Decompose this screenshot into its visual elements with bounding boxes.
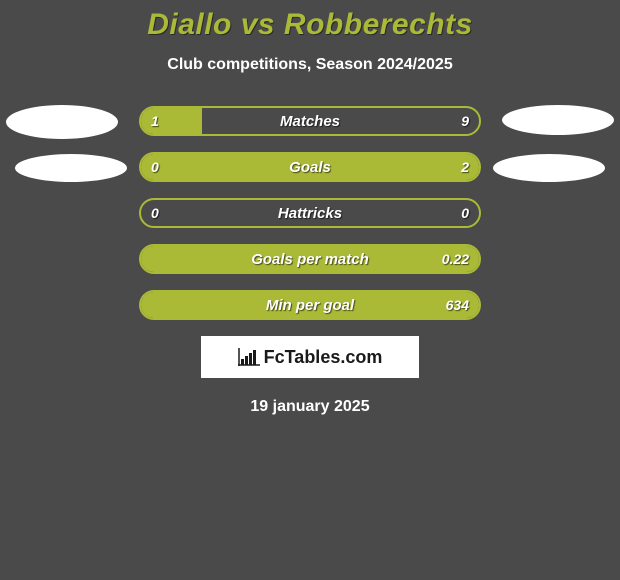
stat-label: Hattricks <box>141 200 479 226</box>
stat-row: Hattricks0 0 <box>139 198 481 228</box>
brand-badge: FcTables.com <box>201 336 419 378</box>
brand-text: FcTables.com <box>264 347 383 368</box>
date-line: 19 january 2025 <box>0 398 620 416</box>
title-player1: Diallo <box>147 8 232 41</box>
player1-emblem-top <box>6 105 118 139</box>
stat-value-right: 2 <box>461 154 469 180</box>
stat-value-right: 0 <box>461 200 469 226</box>
stat-row: Goals0 2 <box>139 152 481 182</box>
stat-row: Min per goal634 <box>139 290 481 320</box>
stat-label: Matches <box>141 108 479 134</box>
brand-logo: FcTables.com <box>238 347 383 368</box>
stat-value-left: 1 <box>151 108 159 134</box>
title-player2: Robberechts <box>284 8 473 41</box>
stat-row: Goals per match0.22 <box>139 244 481 274</box>
page-title: Diallo vs Robberechts <box>0 8 620 42</box>
chart-bars-icon <box>238 348 260 366</box>
title-vs: vs <box>232 8 284 41</box>
stat-value-left: 0 <box>151 154 159 180</box>
stat-label: Goals <box>141 154 479 180</box>
stat-value-right: 634 <box>446 292 469 318</box>
stats-section: Matches19Goals02Hattricks00Goals per mat… <box>0 106 620 320</box>
stat-value-left: 0 <box>151 200 159 226</box>
stat-row: Matches1 9 <box>139 106 481 136</box>
stat-label: Goals per match <box>141 246 479 272</box>
stat-value-right: 0.22 <box>442 246 469 272</box>
player1-emblem-bottom <box>15 154 127 182</box>
stat-label: Min per goal <box>141 292 479 318</box>
stat-rows: Matches19Goals02Hattricks00Goals per mat… <box>139 106 481 320</box>
stat-value-right: 9 <box>461 108 469 134</box>
subtitle: Club competitions, Season 2024/2025 <box>0 56 620 74</box>
player2-emblem-top <box>502 105 614 135</box>
player2-emblem-bottom <box>493 154 605 182</box>
